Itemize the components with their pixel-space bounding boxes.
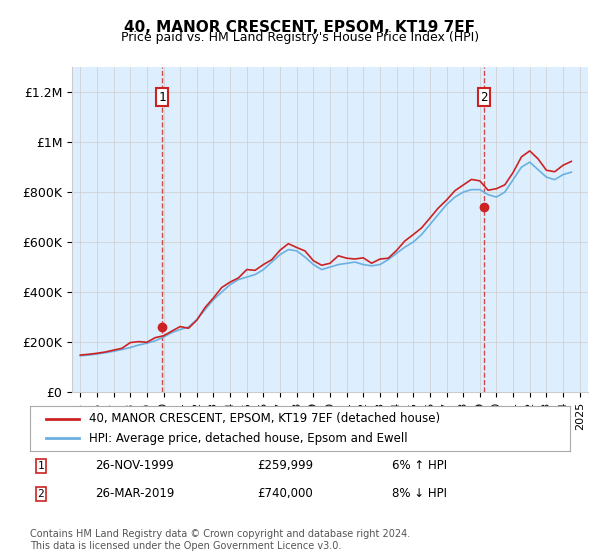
- Text: 2: 2: [480, 91, 488, 104]
- Text: 40, MANOR CRESCENT, EPSOM, KT19 7EF (detached house): 40, MANOR CRESCENT, EPSOM, KT19 7EF (det…: [89, 412, 440, 425]
- Text: 26-NOV-1999: 26-NOV-1999: [95, 459, 173, 473]
- Text: 26-MAR-2019: 26-MAR-2019: [95, 487, 174, 501]
- Text: 6% ↑ HPI: 6% ↑ HPI: [392, 459, 447, 473]
- Text: Price paid vs. HM Land Registry's House Price Index (HPI): Price paid vs. HM Land Registry's House …: [121, 31, 479, 44]
- Text: HPI: Average price, detached house, Epsom and Ewell: HPI: Average price, detached house, Epso…: [89, 432, 408, 445]
- Text: 1: 1: [37, 461, 44, 471]
- Text: Contains HM Land Registry data © Crown copyright and database right 2024.
This d: Contains HM Land Registry data © Crown c…: [30, 529, 410, 551]
- Text: £740,000: £740,000: [257, 487, 313, 501]
- Text: 8% ↓ HPI: 8% ↓ HPI: [392, 487, 447, 501]
- Text: 40, MANOR CRESCENT, EPSOM, KT19 7EF: 40, MANOR CRESCENT, EPSOM, KT19 7EF: [125, 20, 476, 35]
- Text: £259,999: £259,999: [257, 459, 313, 473]
- Text: 1: 1: [158, 91, 166, 104]
- Text: 2: 2: [37, 489, 44, 499]
